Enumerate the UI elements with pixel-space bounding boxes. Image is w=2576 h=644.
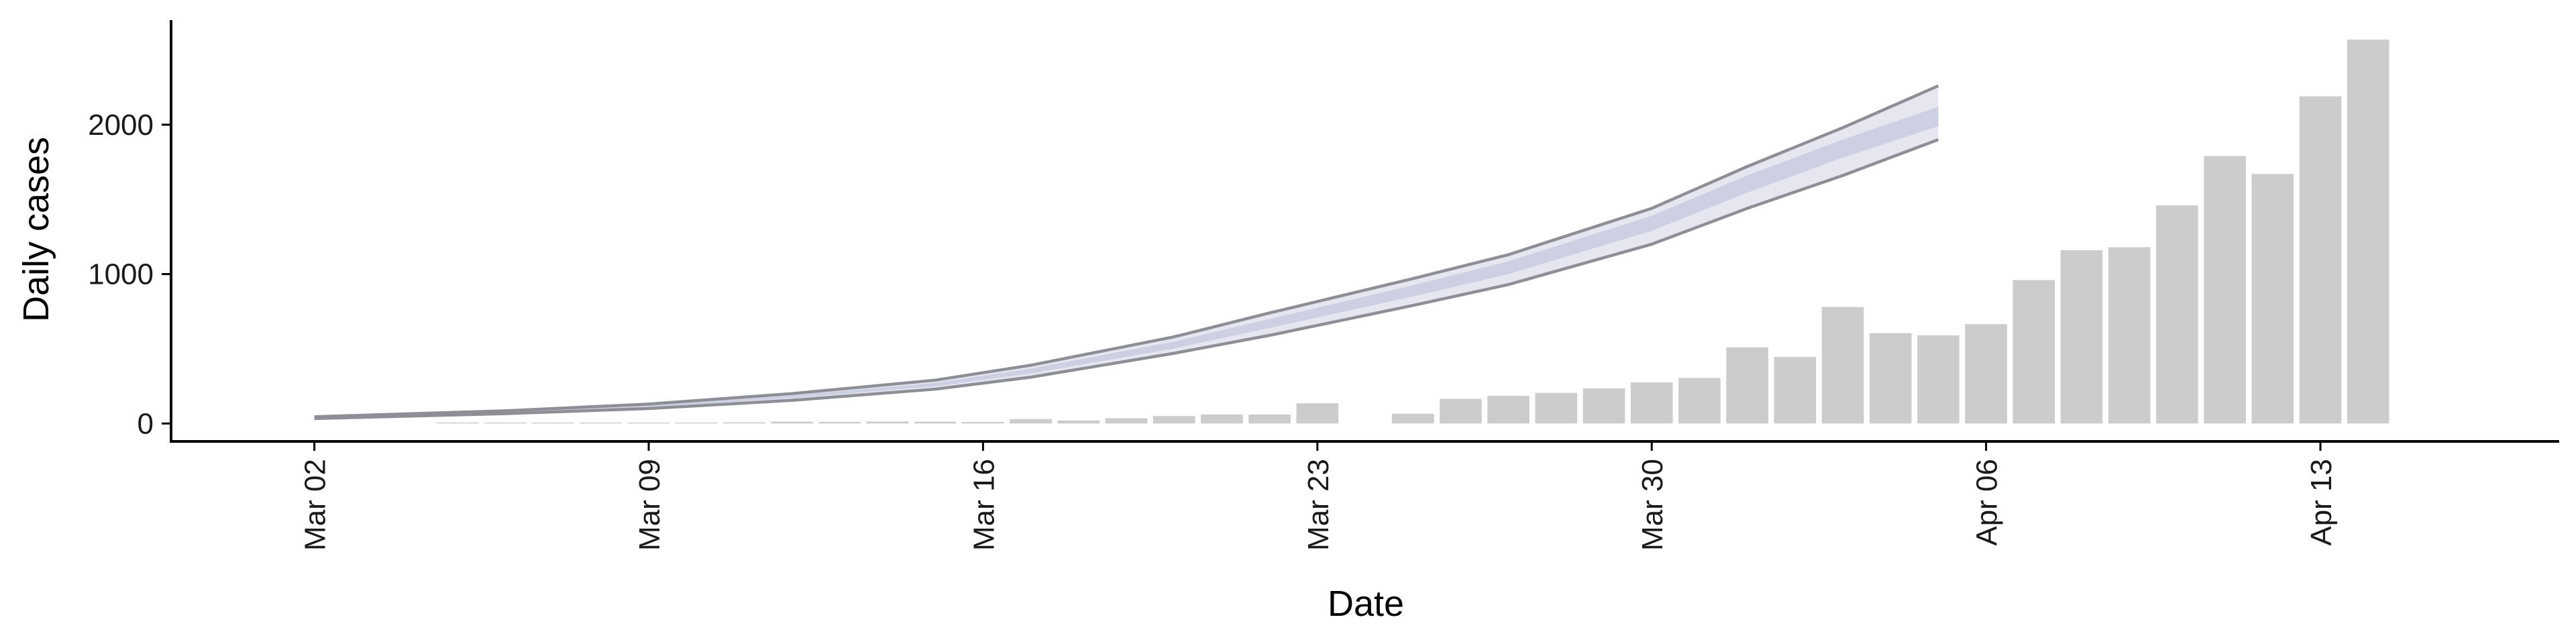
projection-upper-line <box>314 84 1939 419</box>
daily-cases-bar <box>1678 378 1721 424</box>
daily-cases-bar <box>627 422 670 424</box>
daily-cases-bar <box>1774 357 1817 424</box>
daily-cases-bar <box>1869 333 1912 424</box>
daily-cases-bar <box>580 422 623 424</box>
daily-cases-bar <box>2156 205 2198 424</box>
y-tick-label: 0 <box>138 407 154 440</box>
daily-cases-bar <box>818 421 861 424</box>
x-tick-label: Apr 06 <box>1971 459 2004 546</box>
daily-cases-bar <box>1630 382 1673 424</box>
x-axis-title: Date <box>1328 584 1404 624</box>
daily-cases-bar <box>1248 414 1291 424</box>
x-tick-label: Mar 02 <box>299 459 332 551</box>
projection-band-inner <box>314 107 1939 419</box>
daily-cases-bar <box>962 422 1004 424</box>
daily-cases-bar <box>2347 39 2390 424</box>
daily-cases-bar <box>1965 324 2007 424</box>
x-tick-label: Mar 09 <box>633 459 666 551</box>
y-tick-label: 1000 <box>88 258 154 291</box>
daily-cases-bar <box>532 422 574 424</box>
daily-cases-bar <box>914 421 957 424</box>
daily-cases-bar <box>1201 414 1243 424</box>
daily-cases-bar <box>1391 413 1434 424</box>
daily-cases-bar <box>1726 347 1768 424</box>
daily-cases-bar <box>2251 174 2294 424</box>
daily-cases-bar <box>675 422 718 424</box>
daily-cases-bar <box>2012 280 2055 424</box>
daily-cases-bar <box>1105 418 1148 424</box>
y-axis-title: Daily cases <box>16 137 56 322</box>
daily-cases-bar <box>1535 392 1578 424</box>
daily-cases-bar <box>866 421 909 424</box>
daily-cases-bar <box>1057 420 1100 424</box>
x-tick-label: Apr 13 <box>2305 459 2338 546</box>
x-tick-label: Mar 30 <box>1636 459 1669 551</box>
daily-cases-bar <box>436 422 479 424</box>
daily-cases-bar <box>1152 416 1195 424</box>
daily-cases-bar <box>2108 247 2151 424</box>
daily-cases-bar <box>2299 96 2342 424</box>
x-tick-label: Mar 16 <box>967 459 1000 551</box>
daily-cases-bar <box>1440 398 1482 424</box>
x-tick-layer: Mar 02 Mar 09 Mar 16 Mar 23 Mar 30 Apr 06 Apr … <box>299 441 2338 551</box>
daily-cases-bar <box>2060 250 2103 424</box>
daily-cases-bar <box>1010 419 1052 424</box>
x-tick-label: Mar 23 <box>1302 459 1335 551</box>
daily-cases-bar <box>1296 403 1339 424</box>
daily-cases-bar <box>1487 396 1529 424</box>
bar-layer <box>436 39 2390 424</box>
daily-cases-bar <box>771 421 813 424</box>
daily-cases-bar <box>723 422 765 424</box>
projection-band-layer <box>314 84 1939 421</box>
y-tick-layer: 0 1000 2000 <box>88 109 171 440</box>
daily-cases-bar <box>1821 307 1864 424</box>
y-tick-label: 2000 <box>88 109 154 142</box>
daily-cases-bar <box>1917 335 1960 424</box>
projection-lower-line <box>314 138 1939 421</box>
daily-cases-bar <box>484 422 527 424</box>
daily-cases-bar <box>1582 388 1625 424</box>
projection-band-outer <box>314 85 1939 419</box>
axis-layer <box>170 20 2559 443</box>
daily-cases-bar <box>2204 156 2246 424</box>
